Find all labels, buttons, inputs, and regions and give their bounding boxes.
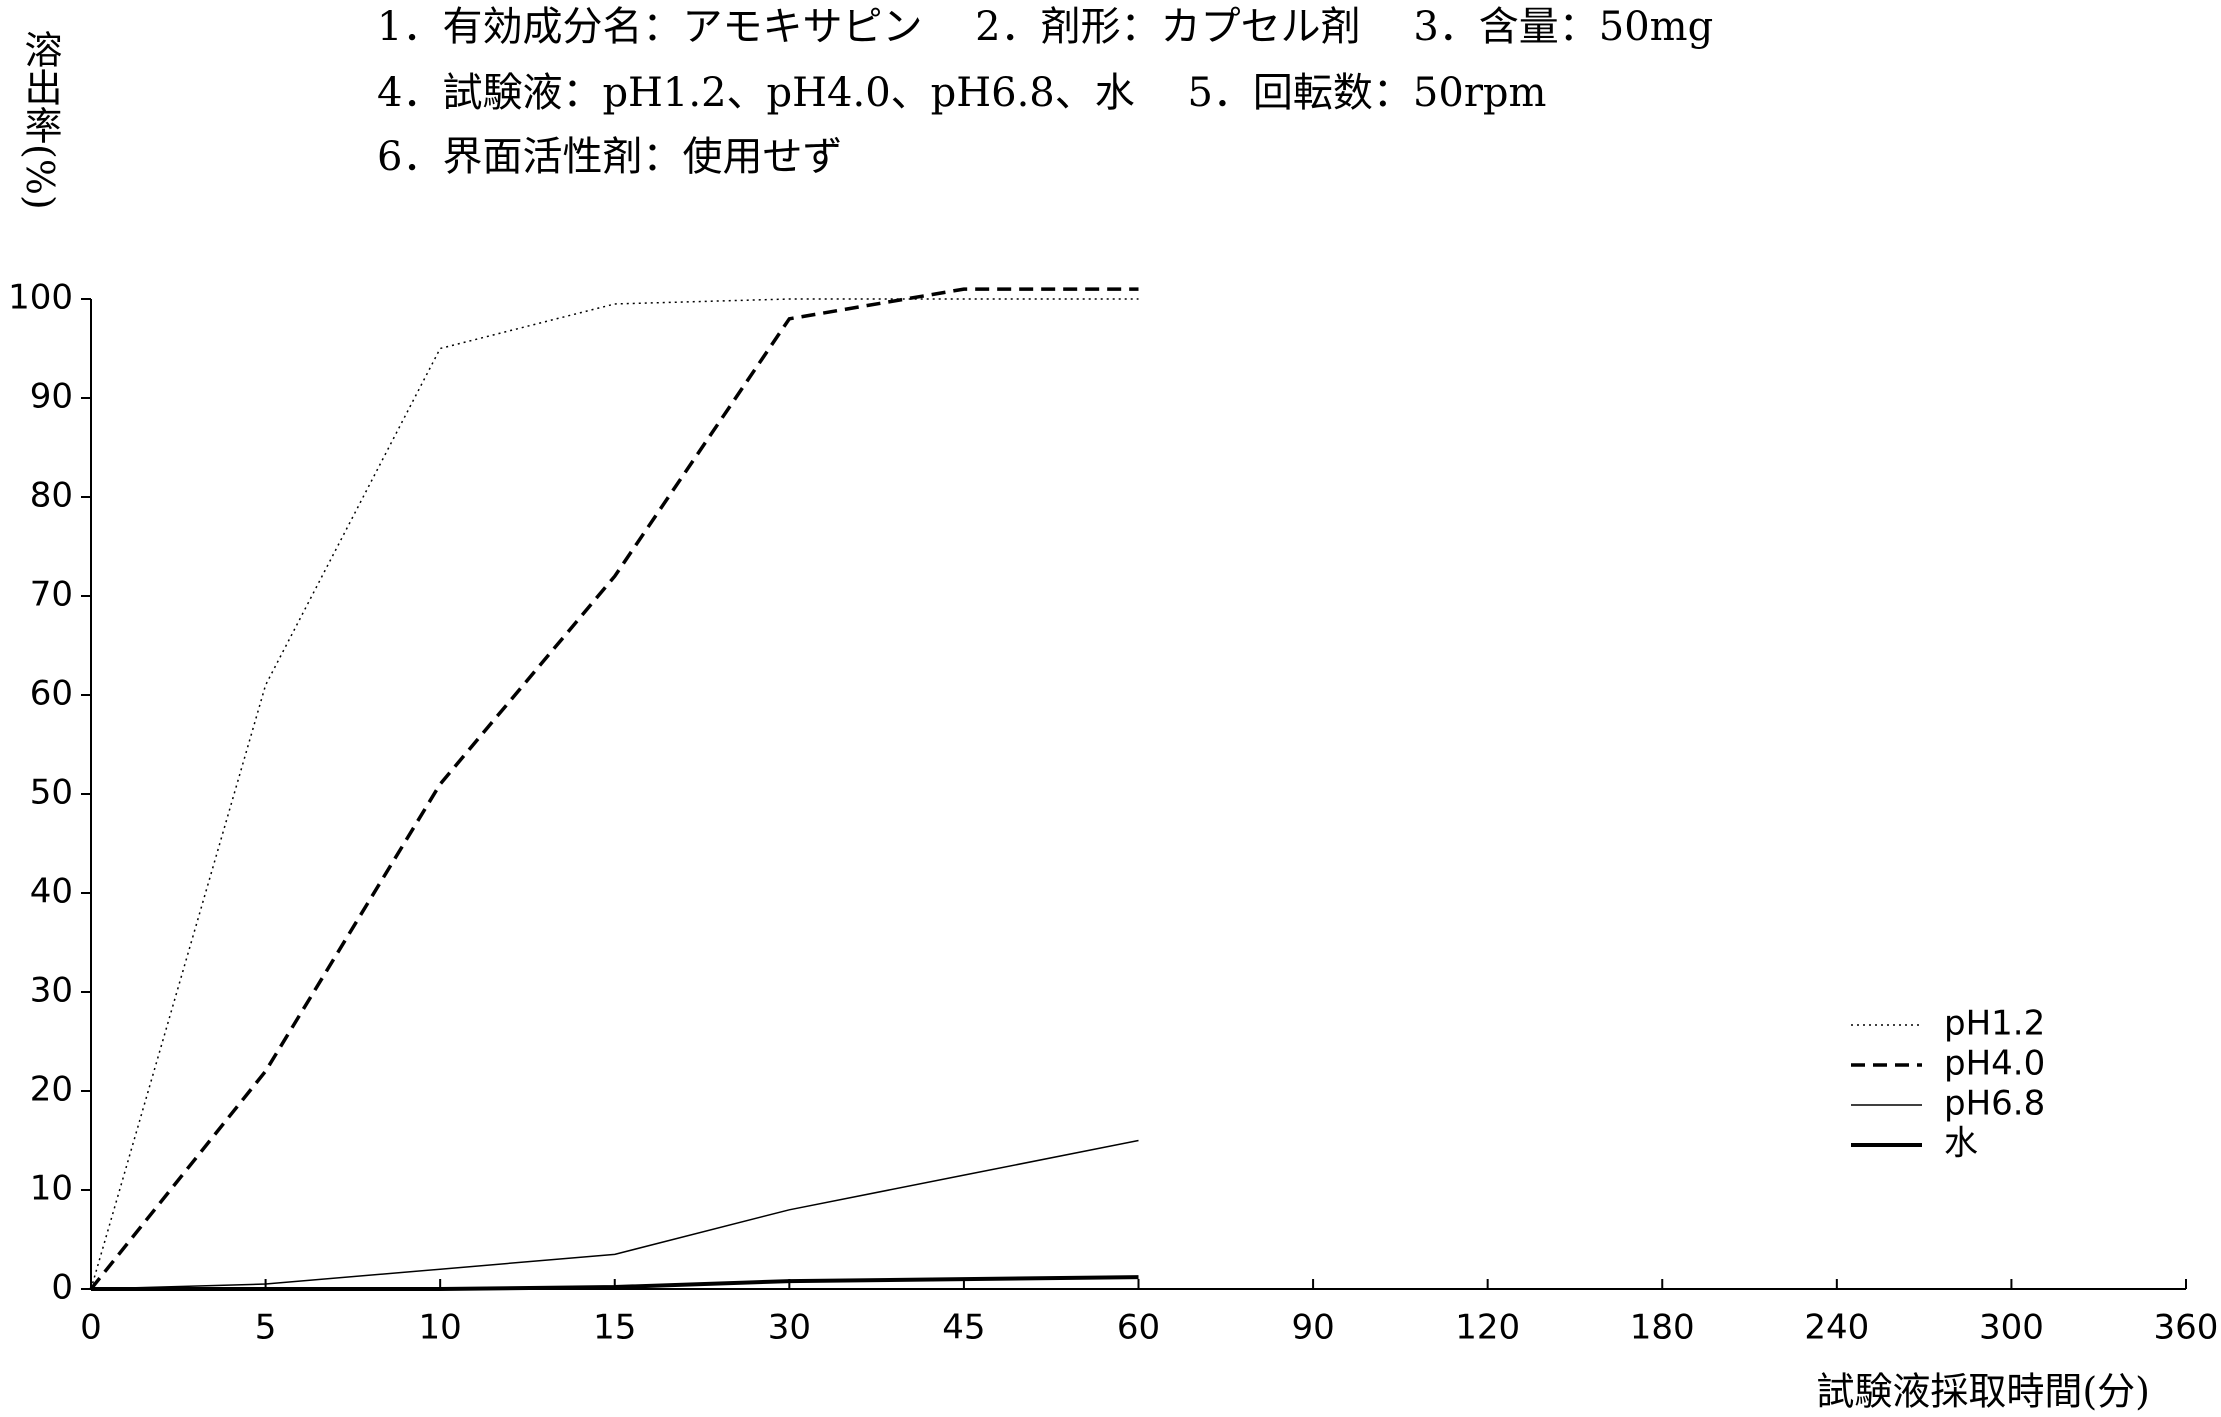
series-line: [89, 287, 1139, 1291]
x-tick-label: 240: [1804, 1308, 1869, 1348]
x-tick-label: 360: [2154, 1308, 2219, 1348]
x-tick-label: 45: [942, 1308, 985, 1348]
x-tick-label: 0: [80, 1308, 102, 1348]
legend-label: pH1.2: [1944, 1004, 2045, 1044]
y-tick-label: 70: [30, 575, 73, 615]
y-tick-label: 40: [30, 872, 73, 912]
title-line: 6．界面活性剤：使用せず: [377, 134, 842, 180]
x-tick-label: 180: [1630, 1308, 1695, 1348]
x-tick-label: 90: [1291, 1308, 1334, 1348]
series-line: [91, 1275, 1139, 1291]
title-line: 4．試験液：pH1.2、pH4.0、pH6.8、水 5．回転数：50rpm: [377, 70, 1546, 116]
y-axis-label: 溶出率(%): [18, 30, 62, 210]
y-tick-label: 100: [8, 278, 73, 318]
x-tick-label: 5: [255, 1308, 277, 1348]
y-tick-label: 20: [30, 1070, 73, 1110]
x-tick-label: 30: [768, 1308, 811, 1348]
series-line: [90, 298, 1139, 1290]
y-tick-label: 80: [30, 476, 73, 516]
x-axis-label: 試験液採取時間(分): [1816, 1370, 2150, 1414]
legend-label: pH4.0: [1944, 1044, 2045, 1084]
y-tick-label: 30: [30, 971, 73, 1011]
y-tick-label: 50: [30, 773, 73, 813]
y-tick-label: 60: [30, 674, 73, 714]
y-tick-label: 0: [51, 1268, 73, 1308]
legend-label: pH6.8: [1944, 1084, 2045, 1124]
title-line: 1．有効成分名：アモキサピン 2．剤形：カプセル剤 3．含量：50mg: [377, 4, 1713, 50]
x-tick-label: 15: [593, 1308, 636, 1348]
legend-label: 水: [1944, 1124, 1978, 1164]
y-tick-label: 10: [30, 1169, 73, 1209]
y-tick-label: 90: [30, 377, 73, 417]
x-tick-label: 60: [1117, 1308, 1160, 1348]
series-line: [90, 1139, 1139, 1290]
x-tick-label: 300: [1979, 1308, 2044, 1348]
x-tick-label: 120: [1455, 1308, 1520, 1348]
x-tick-label: 10: [419, 1308, 462, 1348]
